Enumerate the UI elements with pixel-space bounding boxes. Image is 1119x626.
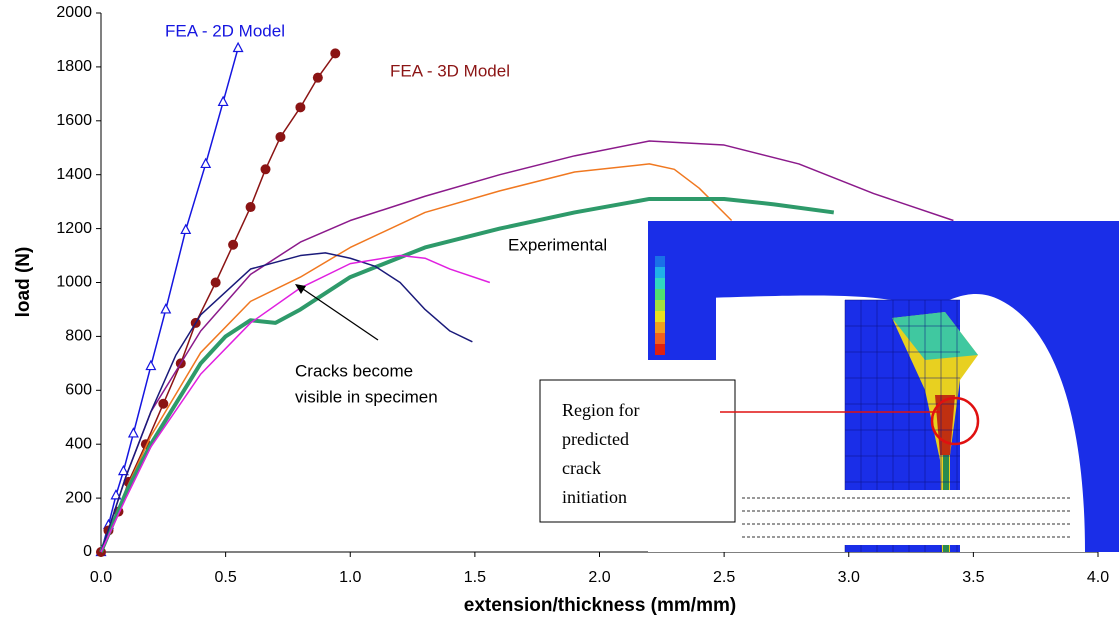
colorbar-cell <box>655 267 665 278</box>
marker <box>158 399 168 409</box>
chart: extension/thickness (mm/mm) load (N) 0 20… <box>0 0 1119 626</box>
annotation: predicted <box>562 429 629 449</box>
colorbar-cell <box>655 344 665 355</box>
marker <box>228 240 238 250</box>
annotation: crack <box>562 458 601 478</box>
marker <box>330 48 340 58</box>
marker <box>261 164 271 174</box>
y-tick-label: 1200 <box>56 220 92 237</box>
marker <box>211 278 221 288</box>
y-axis-label: load (N) <box>13 247 34 318</box>
x-tick-label: 0.0 <box>90 569 112 586</box>
marker <box>129 428 138 437</box>
colorbar-cell <box>655 333 665 344</box>
x-tick-label: 2.0 <box>588 569 610 586</box>
annotation: Cracks become <box>295 361 413 380</box>
x-tick-label: 3.5 <box>962 569 984 586</box>
y-tick-label: 600 <box>65 382 92 399</box>
x-tick-label: 3.0 <box>838 569 860 586</box>
marker <box>219 97 228 106</box>
y-tick-label: 800 <box>65 328 92 345</box>
x-tick-label: 1.5 <box>464 569 486 586</box>
y-tick-label: 1400 <box>56 166 92 183</box>
marker <box>181 225 190 234</box>
marker <box>146 361 155 370</box>
y-tick-label: 400 <box>65 435 92 452</box>
x-tick-label: 0.5 <box>215 569 237 586</box>
page: extension/thickness (mm/mm) load (N) 0 20… <box>0 0 1119 626</box>
marker <box>201 159 210 168</box>
y-tick-label: 0 <box>83 543 92 560</box>
colorbar-cell <box>655 256 665 267</box>
colorbar-cell <box>655 300 665 311</box>
colorbar-cell <box>655 289 665 300</box>
y-tick-label: 1000 <box>56 274 92 291</box>
marker <box>313 73 323 83</box>
x-tick-label: 1.0 <box>339 569 361 586</box>
colorbar-cell <box>655 278 665 289</box>
series-label: FEA - 2D Model <box>165 21 285 40</box>
marker <box>246 202 256 212</box>
colorbar-cell <box>655 245 665 256</box>
series-label: FEA - 3D Model <box>390 61 510 80</box>
pointer-arrow <box>300 287 378 340</box>
x-tick-label: 2.5 <box>713 569 735 586</box>
colorbar-cell <box>655 311 665 322</box>
y-tick-label: 200 <box>65 489 92 506</box>
y-tick-label: 2000 <box>56 4 92 21</box>
annotation: Experimental <box>508 235 607 254</box>
marker <box>295 102 305 112</box>
x-tick-label: 4.0 <box>1087 569 1109 586</box>
marker <box>161 304 170 313</box>
annotation: initiation <box>562 487 627 507</box>
y-tick-label: 1800 <box>56 58 92 75</box>
colorbar-cell <box>655 322 665 333</box>
annotation: Region for <box>562 400 639 420</box>
annotation: visible in specimen <box>295 387 438 406</box>
marker <box>275 132 285 142</box>
x-axis-label: extension/thickness (mm/mm) <box>464 595 736 616</box>
y-tick-label: 1600 <box>56 112 92 129</box>
marker <box>234 43 243 52</box>
